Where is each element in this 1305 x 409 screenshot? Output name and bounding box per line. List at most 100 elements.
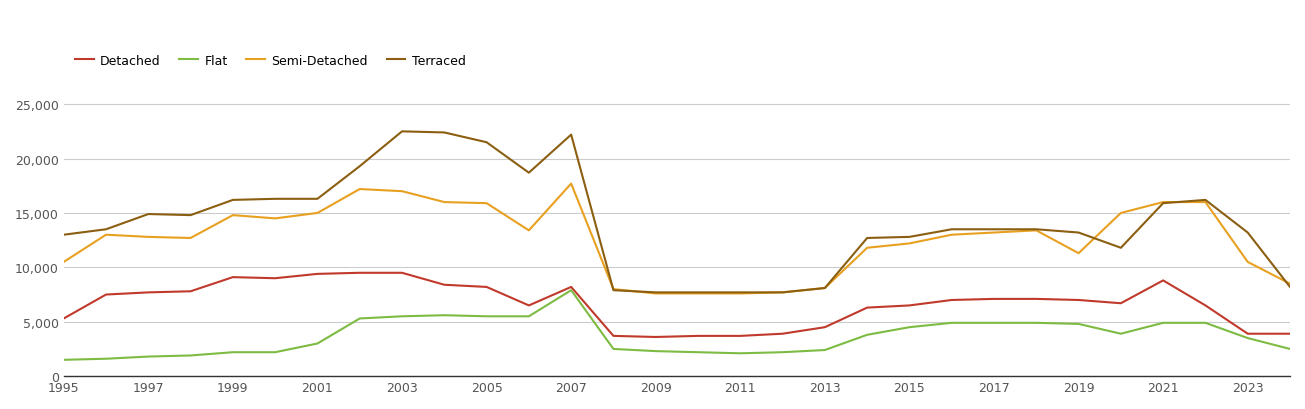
Flat	[1240, 336, 1255, 341]
Semi-Detached	[98, 233, 114, 238]
Flat	[1028, 321, 1044, 326]
Flat	[394, 314, 410, 319]
Semi-Detached	[564, 182, 579, 187]
Detached	[1155, 278, 1171, 283]
Line: Detached: Detached	[64, 273, 1291, 337]
Terraced	[564, 133, 579, 138]
Flat	[1155, 321, 1171, 326]
Terraced	[1155, 201, 1171, 206]
Terraced	[268, 197, 283, 202]
Terraced	[859, 236, 874, 241]
Flat	[141, 354, 157, 359]
Semi-Detached	[479, 201, 495, 206]
Detached	[817, 325, 833, 330]
Terraced	[987, 227, 1002, 232]
Flat	[268, 350, 283, 355]
Detached	[1240, 331, 1255, 336]
Detached	[141, 290, 157, 295]
Flat	[817, 348, 833, 353]
Terraced	[1198, 198, 1214, 203]
Detached	[564, 285, 579, 290]
Terraced	[1283, 285, 1298, 290]
Detached	[606, 334, 621, 339]
Terraced	[98, 227, 114, 232]
Line: Terraced: Terraced	[64, 132, 1291, 293]
Semi-Detached	[268, 216, 283, 221]
Semi-Detached	[859, 246, 874, 251]
Flat	[352, 316, 368, 321]
Semi-Detached	[183, 236, 198, 241]
Detached	[1070, 298, 1086, 303]
Line: Flat: Flat	[64, 290, 1291, 360]
Detached	[183, 289, 198, 294]
Semi-Detached	[1240, 260, 1255, 265]
Detached	[56, 316, 72, 321]
Flat	[98, 356, 114, 361]
Semi-Detached	[1070, 251, 1086, 256]
Detached	[1198, 303, 1214, 308]
Detached	[268, 276, 283, 281]
Detached	[352, 271, 368, 276]
Terraced	[817, 286, 833, 291]
Semi-Detached	[1155, 200, 1171, 205]
Detached	[690, 334, 706, 339]
Flat	[987, 321, 1002, 326]
Semi-Detached	[647, 291, 663, 296]
Flat	[479, 314, 495, 319]
Detached	[1283, 331, 1298, 336]
Detached	[902, 303, 917, 308]
Flat	[309, 341, 325, 346]
Terraced	[224, 198, 240, 203]
Flat	[224, 350, 240, 355]
Semi-Detached	[902, 241, 917, 246]
Detached	[98, 292, 114, 297]
Terraced	[394, 130, 410, 135]
Semi-Detached	[944, 233, 959, 238]
Detached	[224, 275, 240, 280]
Terraced	[436, 130, 452, 135]
Terraced	[479, 140, 495, 145]
Terraced	[1070, 231, 1086, 236]
Semi-Detached	[690, 291, 706, 296]
Detached	[944, 298, 959, 303]
Semi-Detached	[141, 235, 157, 240]
Flat	[775, 350, 791, 355]
Flat	[1070, 321, 1086, 326]
Semi-Detached	[394, 189, 410, 194]
Semi-Detached	[1283, 281, 1298, 286]
Terraced	[1240, 231, 1255, 236]
Semi-Detached	[817, 286, 833, 291]
Terraced	[56, 233, 72, 238]
Semi-Detached	[1028, 228, 1044, 233]
Flat	[859, 333, 874, 337]
Flat	[436, 313, 452, 318]
Flat	[1113, 331, 1129, 336]
Flat	[1283, 347, 1298, 352]
Detached	[309, 272, 325, 276]
Semi-Detached	[56, 260, 72, 265]
Terraced	[647, 290, 663, 295]
Semi-Detached	[1113, 211, 1129, 216]
Flat	[732, 351, 748, 356]
Flat	[521, 314, 536, 319]
Flat	[902, 325, 917, 330]
Semi-Detached	[775, 290, 791, 295]
Flat	[56, 357, 72, 362]
Terraced	[1028, 227, 1044, 232]
Semi-Detached	[224, 213, 240, 218]
Semi-Detached	[987, 231, 1002, 236]
Terraced	[183, 213, 198, 218]
Detached	[436, 283, 452, 288]
Terraced	[902, 235, 917, 240]
Terraced	[775, 290, 791, 295]
Terraced	[141, 212, 157, 217]
Flat	[690, 350, 706, 355]
Semi-Detached	[352, 187, 368, 192]
Detached	[1113, 301, 1129, 306]
Detached	[394, 271, 410, 276]
Terraced	[521, 171, 536, 176]
Terraced	[732, 290, 748, 295]
Flat	[1198, 321, 1214, 326]
Semi-Detached	[732, 291, 748, 296]
Semi-Detached	[521, 228, 536, 233]
